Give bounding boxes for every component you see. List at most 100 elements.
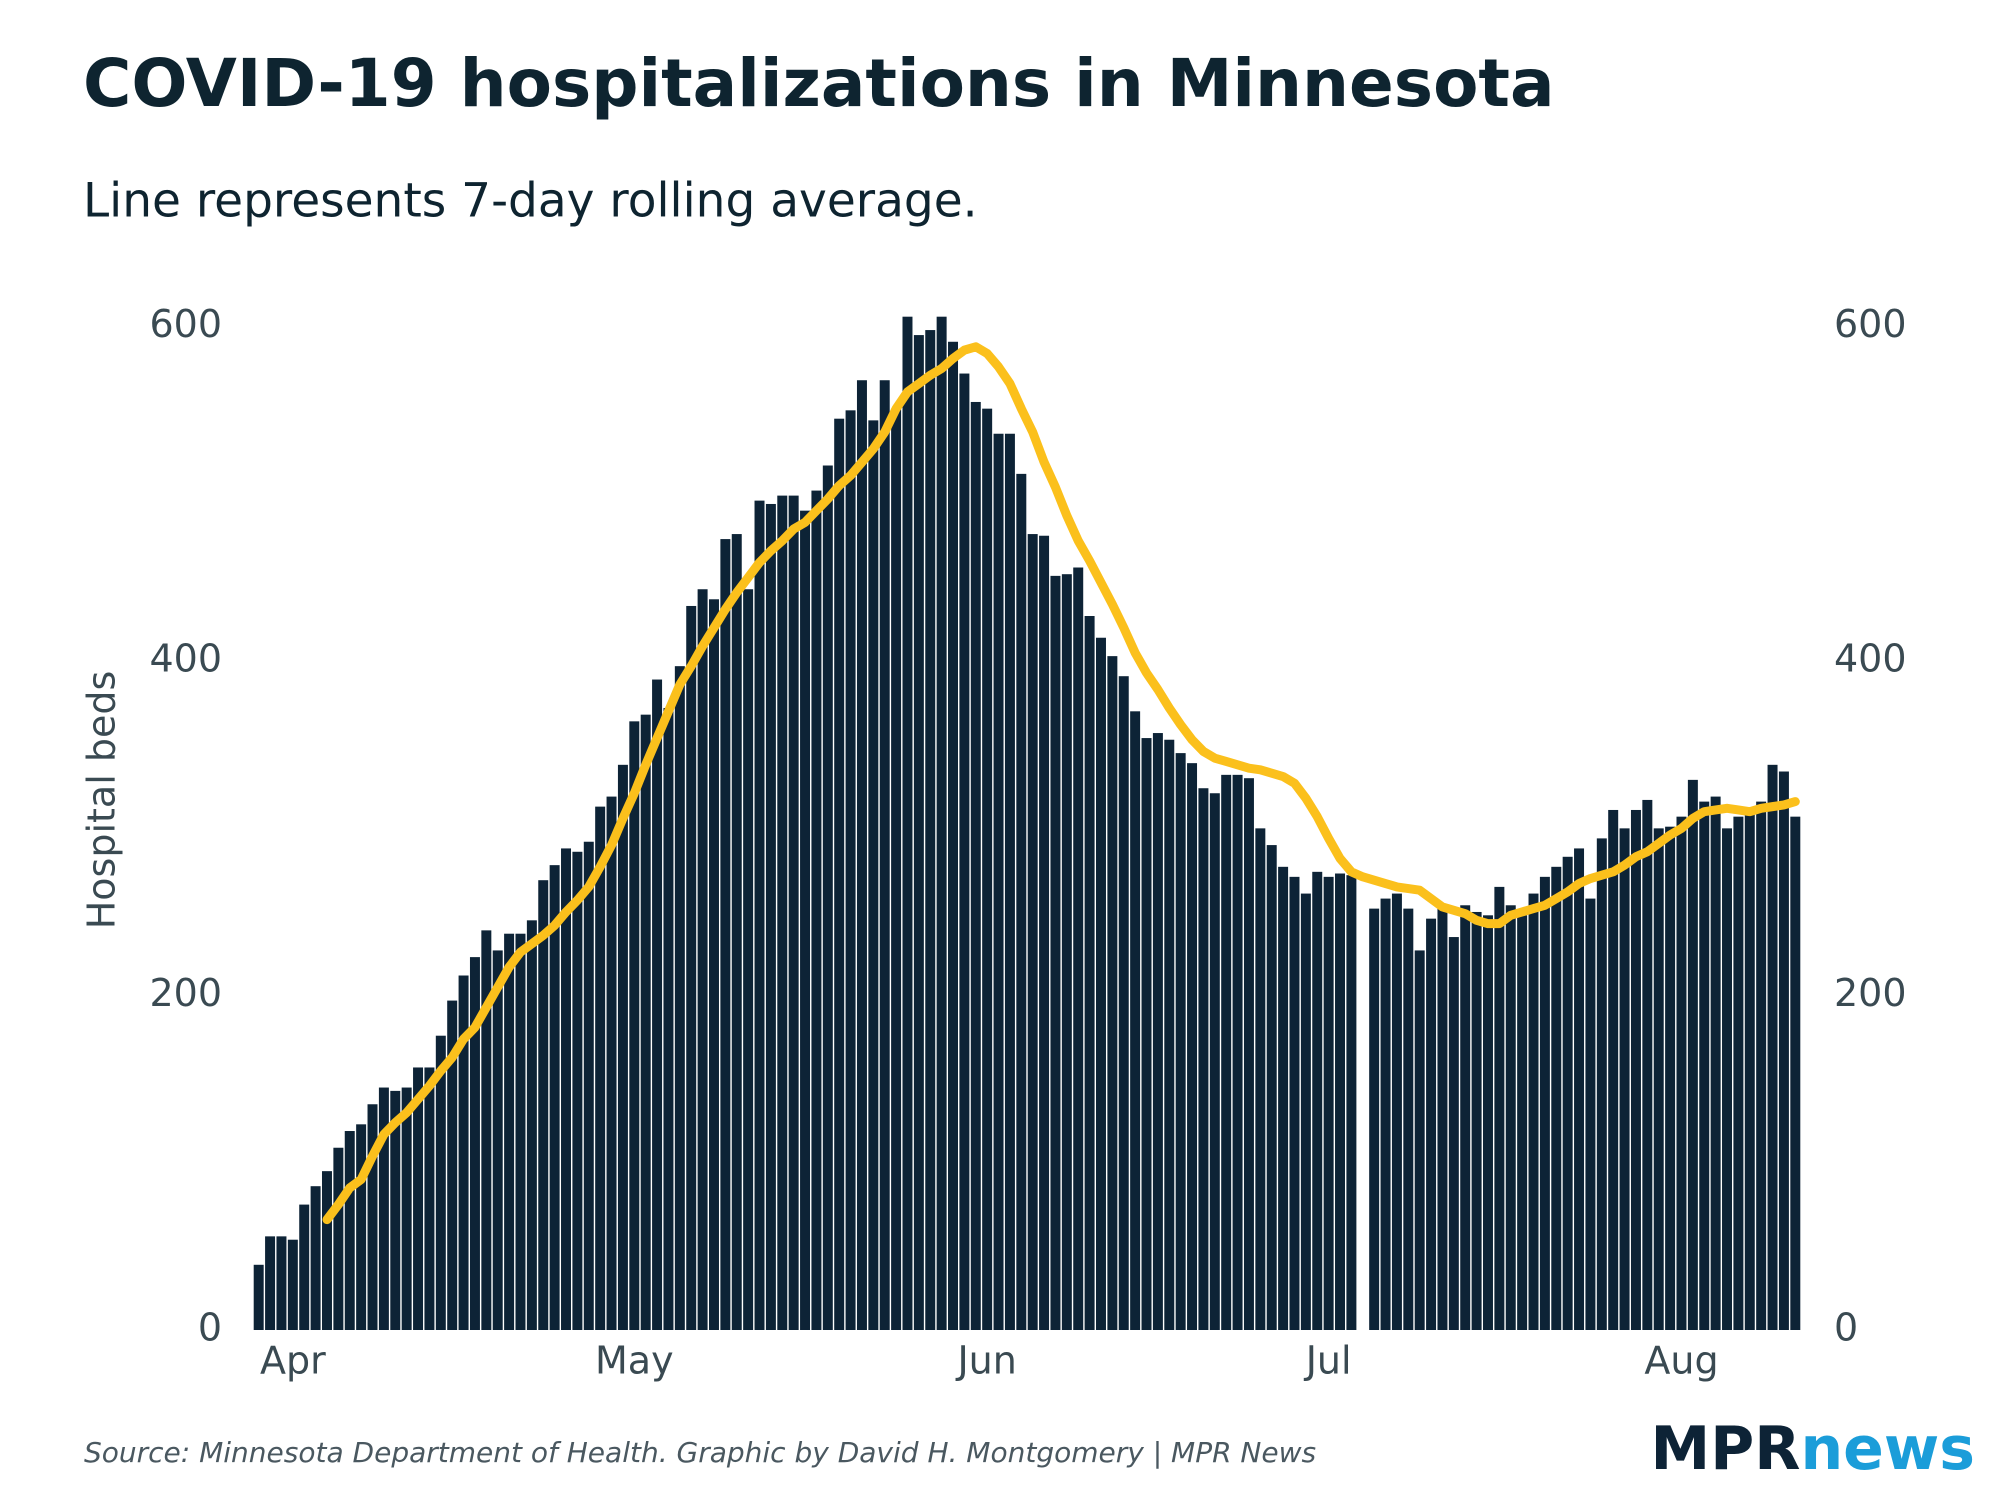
- y-tick-label: 0: [198, 1306, 222, 1350]
- bar: [1141, 738, 1152, 1330]
- y2-tick-label: 400: [1834, 637, 1907, 681]
- bar: [1175, 753, 1186, 1330]
- bar: [1437, 908, 1448, 1330]
- bar: [299, 1204, 310, 1330]
- bar: [1767, 764, 1778, 1330]
- bar: [1539, 876, 1550, 1330]
- bar: [1391, 893, 1402, 1330]
- bar: [265, 1236, 276, 1330]
- bar: [1232, 774, 1243, 1330]
- bar: [982, 408, 993, 1330]
- bar: [1494, 886, 1505, 1330]
- bar: [1482, 915, 1493, 1330]
- bar: [902, 316, 913, 1330]
- bar: [1517, 915, 1528, 1330]
- bar: [367, 1104, 378, 1330]
- bar: [856, 380, 867, 1331]
- bar: [310, 1186, 321, 1330]
- bar: [583, 841, 594, 1330]
- bar: [1710, 796, 1721, 1330]
- bar: [1221, 774, 1232, 1330]
- bar: [1187, 763, 1198, 1330]
- chart-title: COVID-19 hospitalizations in Minnesota: [83, 45, 1555, 122]
- y2-tick-label: 200: [1834, 971, 1907, 1015]
- y2-tick-label: 0: [1834, 1306, 1858, 1350]
- bar: [1027, 534, 1038, 1330]
- bar: [663, 707, 674, 1330]
- bar: [424, 1067, 435, 1330]
- bar: [321, 1171, 332, 1330]
- bar: [401, 1087, 412, 1330]
- bar: [913, 335, 924, 1330]
- bar: [1562, 856, 1573, 1330]
- bar: [1073, 567, 1084, 1330]
- bar: [1744, 813, 1755, 1330]
- bar: [1699, 801, 1710, 1330]
- bar: [333, 1147, 344, 1330]
- logo-right: news: [1800, 1414, 1975, 1484]
- bar: [390, 1090, 401, 1330]
- bar: [1733, 816, 1744, 1330]
- bar: [276, 1236, 287, 1330]
- bar: [1016, 473, 1027, 1330]
- bar: [1505, 905, 1516, 1330]
- bar: [834, 418, 845, 1330]
- bar: [538, 880, 549, 1330]
- bar: [1300, 893, 1311, 1330]
- bar: [800, 510, 811, 1330]
- bar: [595, 806, 606, 1330]
- bar: [1380, 898, 1391, 1330]
- bar: [925, 330, 936, 1331]
- bar: [640, 714, 651, 1330]
- bar: [1369, 908, 1380, 1330]
- bar: [743, 589, 754, 1330]
- bar: [492, 950, 503, 1330]
- chart-subtitle: Line represents 7-day rolling average.: [83, 174, 978, 229]
- source-note: Source: Minnesota Department of Health. …: [84, 1436, 1316, 1469]
- bar: [1278, 866, 1289, 1330]
- bar: [1004, 433, 1015, 1331]
- bar: [526, 920, 537, 1330]
- bar: [686, 605, 697, 1330]
- bar: [1050, 575, 1061, 1330]
- y-axis-label: Hospital beds: [80, 671, 124, 930]
- bar: [447, 1000, 458, 1330]
- bar: [287, 1239, 298, 1330]
- bar: [1596, 838, 1607, 1330]
- bar: [1676, 816, 1687, 1330]
- bar: [1335, 873, 1346, 1330]
- bar: [1653, 828, 1664, 1330]
- bar: [788, 495, 799, 1330]
- bar: [1323, 876, 1334, 1330]
- bar: [1642, 799, 1653, 1330]
- bar: [413, 1067, 424, 1330]
- bar: [356, 1124, 367, 1330]
- bar: [697, 589, 708, 1330]
- bar: [1414, 950, 1425, 1330]
- bar: [822, 465, 833, 1331]
- bar: [765, 503, 776, 1330]
- bar: [1164, 739, 1175, 1330]
- bar: [1312, 871, 1323, 1330]
- bar: [1551, 866, 1562, 1330]
- bar: [469, 957, 480, 1330]
- bar: [515, 933, 526, 1330]
- bar: [936, 316, 947, 1330]
- logo: MPRnews: [1651, 1414, 1975, 1484]
- bar: [344, 1131, 355, 1330]
- bar: [1095, 637, 1106, 1330]
- bar: [1790, 816, 1801, 1330]
- bar: [674, 666, 685, 1330]
- bar: [378, 1087, 389, 1330]
- bar: [549, 865, 560, 1330]
- bar: [435, 1035, 446, 1330]
- bar: [1084, 616, 1095, 1330]
- bar: [629, 721, 640, 1330]
- bar: [1665, 826, 1676, 1330]
- bar: [1448, 937, 1459, 1330]
- bar: [970, 401, 981, 1330]
- x-tick-label: Jun: [955, 1339, 1016, 1383]
- bar: [1289, 876, 1300, 1330]
- x-tick-label: Jul: [1304, 1339, 1352, 1383]
